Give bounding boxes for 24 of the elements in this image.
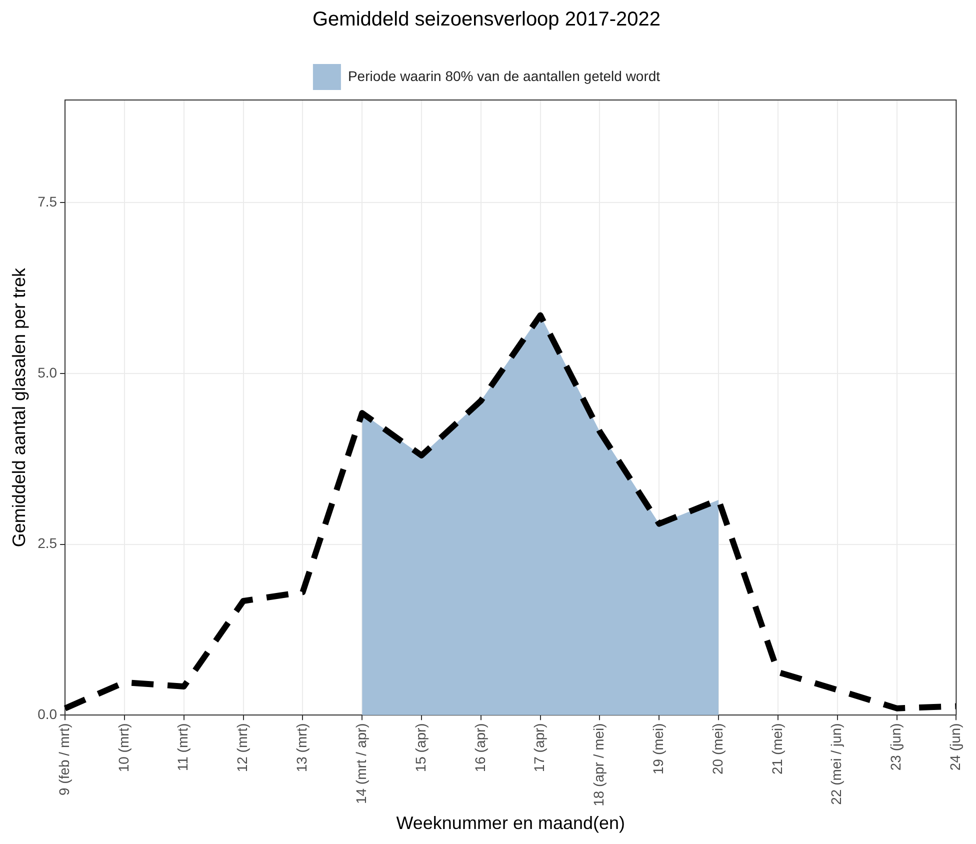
x-tick-label: 9 (feb / mrt) (56, 723, 72, 796)
x-tick-label: 18 (apr / mei) (590, 723, 607, 806)
x-tick-label: 19 (mei) (650, 723, 666, 775)
y-axis-title: Gemiddeld aantal glasalen per trek (8, 266, 29, 548)
x-tick-label: 24 (jun) (947, 723, 964, 771)
x-tick-label: 16 (apr) (472, 723, 488, 772)
x-tick-label: 12 (mrt) (234, 723, 250, 772)
x-tick-label: 10 (mrt) (115, 723, 132, 772)
x-tick-label: 22 (mei / jun) (828, 723, 844, 805)
x-tick-label: 21 (mei) (768, 723, 785, 775)
x-tick-label: 14 (mrt / apr) (352, 723, 369, 804)
x-tick-label: 17 (apr) (531, 723, 548, 772)
x-tick-label: 15 (apr) (412, 723, 428, 772)
x-tick-label: 20 (mei) (709, 723, 726, 775)
x-axis-title: Weeknummer en maand(en) (396, 813, 626, 834)
chart-title: Gemiddeld seizoensverloop 2017-2022 (312, 8, 661, 31)
y-tick-label: 0.0 (38, 706, 58, 722)
y-tick-label: 2.5 (38, 535, 58, 552)
legend-label: Periode waarin 80% van de aantallen geteld wordt (348, 68, 660, 84)
x-tick-label: 23 (jun) (888, 723, 904, 771)
y-tick-label: 7.5 (38, 193, 58, 210)
x-tick-label: 11 (mrt) (174, 723, 191, 772)
y-tick-label: 5.0 (38, 364, 58, 380)
x-tick-label: 13 (mrt) (294, 723, 310, 772)
